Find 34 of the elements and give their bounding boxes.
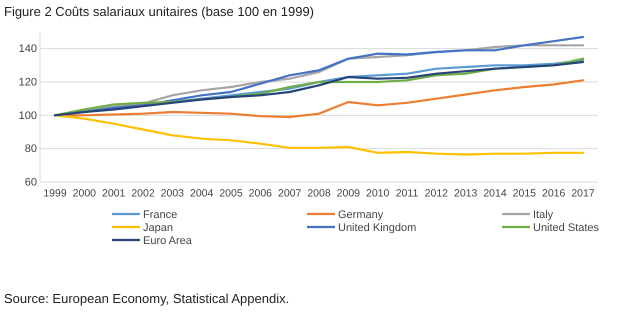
source-note: Source: European Economy, Statistical Appendix. <box>4 291 290 306</box>
x-tick-label: 2005 <box>219 187 243 200</box>
legend-label: United States <box>533 222 600 234</box>
x-tick-label: 2011 <box>396 187 418 200</box>
legend-label: Germany <box>338 209 384 221</box>
chart-title: Figure 2 Coûts salariaux unitaires (base 100 en 1999) <box>4 4 314 19</box>
legend-label: Italy <box>533 209 554 221</box>
x-tick-label: 2012 <box>424 187 448 200</box>
legend-label: France <box>143 209 178 221</box>
x-tick-label: 2015 <box>512 187 536 200</box>
x-tick-label: 2004 <box>190 187 214 200</box>
y-tick-label: 140 <box>18 43 37 56</box>
y-tick-label: 100 <box>18 110 37 122</box>
x-tick-label: 2008 <box>307 187 331 200</box>
line-series <box>54 114 584 156</box>
x-tick-label: 2002 <box>131 187 155 200</box>
x-tick-label: 1999 <box>43 187 67 200</box>
legend-label: Japan <box>143 222 173 234</box>
y-tick-label: 60 <box>24 176 37 189</box>
x-tick-label: 2007 <box>278 187 302 200</box>
x-tick-label: 2003 <box>160 187 184 200</box>
legend-label: United Kingdom <box>338 222 416 234</box>
y-tick-label: 120 <box>18 76 37 89</box>
x-tick-label: 2006 <box>248 187 272 200</box>
x-tick-label: 2014 <box>483 187 507 200</box>
x-tick-label: 2017 <box>571 187 595 200</box>
x-tick-label: 2009 <box>336 187 360 200</box>
x-tick-label: 2010 <box>366 187 390 200</box>
x-tick-label: 2000 <box>72 187 96 200</box>
x-tick-label: 2001 <box>102 187 126 200</box>
legend-label: Euro Area <box>143 235 193 247</box>
x-tick-label: 2013 <box>454 187 478 200</box>
x-tick-label: 2016 <box>542 187 566 200</box>
y-tick-label: 80 <box>24 143 37 156</box>
